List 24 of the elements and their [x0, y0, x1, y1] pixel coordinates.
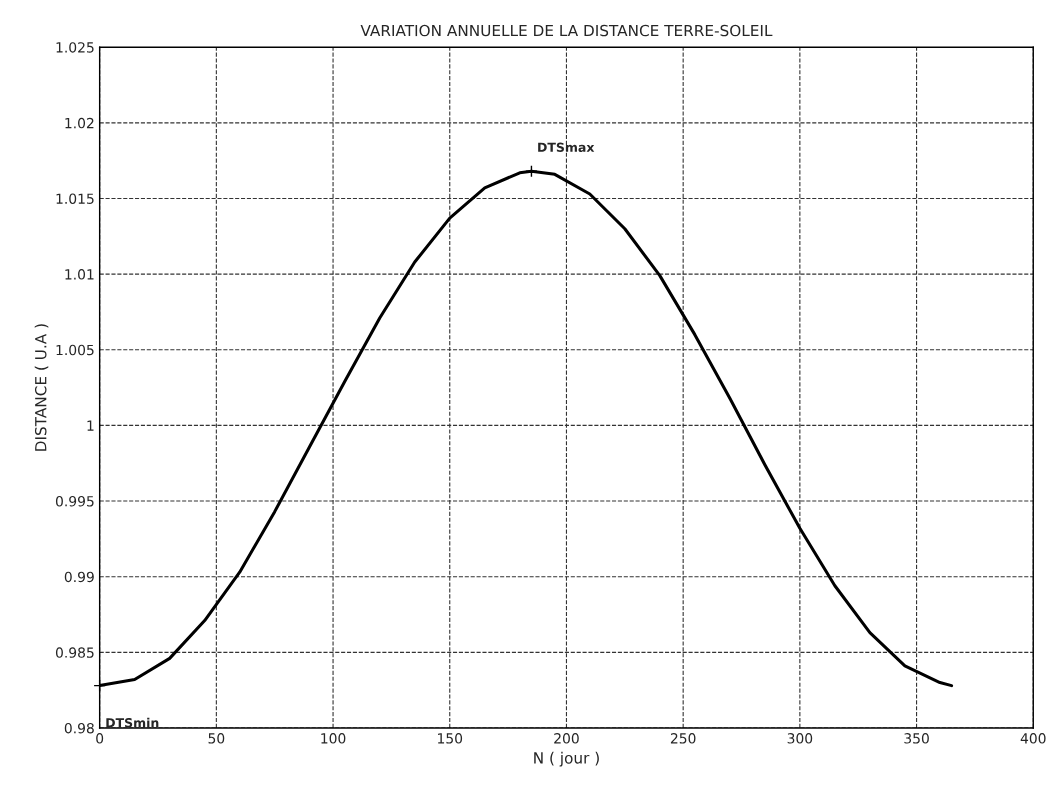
x-tick-label: 200	[554, 733, 579, 744]
x-tick-label: 150	[438, 733, 463, 744]
y-tick-label: 0.98	[64, 722, 94, 734]
annotation: DTSmax	[538, 142, 595, 152]
x-tick-label: 100	[321, 733, 346, 744]
x-tick-label: 0	[96, 733, 104, 744]
y-tick-label: 1.015	[56, 193, 94, 204]
annotation: DTSmin	[106, 717, 159, 728]
y-tick-label: 1	[87, 420, 94, 431]
y-tick-label: 0.995	[55, 496, 94, 507]
y-tick-label: 1.01	[65, 269, 94, 280]
y-tick-label: 0.99	[64, 571, 94, 583]
chart-title: VARIATION ANNUELLE DE LA DISTANCE TERRE-SOLEIL	[360, 24, 773, 37]
x-tick-label: 350	[904, 733, 929, 744]
x-tick-label: 400	[1020, 733, 1046, 744]
y-tick-label: 1.02	[65, 117, 94, 129]
y-axis-title: DISTANCE ( U.A )	[34, 324, 49, 451]
x-tick-label: 250	[670, 733, 696, 744]
y-tick-label: 1.005	[56, 344, 94, 356]
x-axis-title: N ( jour )	[534, 751, 599, 767]
x-tick-label: 300	[787, 733, 813, 744]
x-tick-label: 50	[208, 733, 225, 744]
y-tick-label: 0.985	[55, 647, 94, 658]
y-tick-label: 1.025	[56, 42, 94, 53]
